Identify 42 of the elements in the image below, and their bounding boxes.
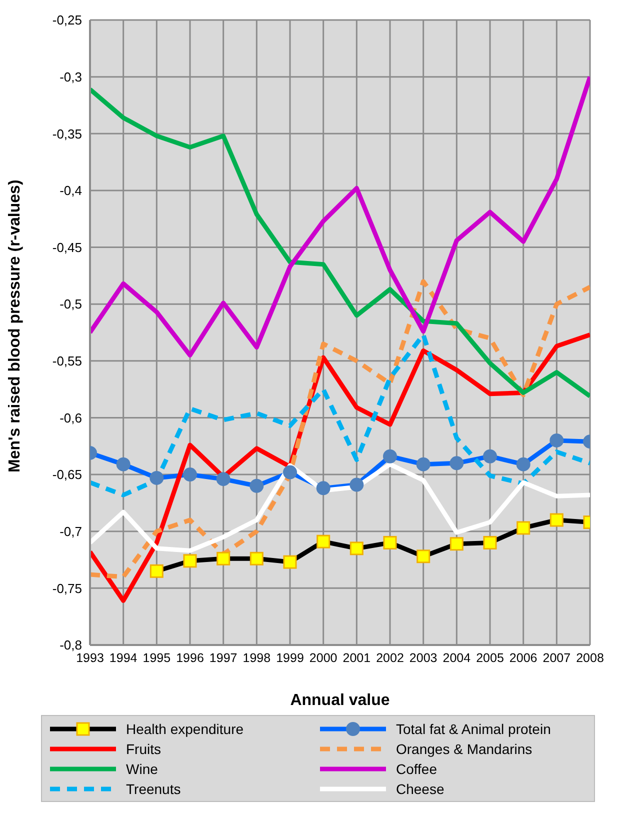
- y-tick-label: -0,8: [60, 638, 82, 653]
- line-series: [90, 279, 590, 580]
- y-tick-label: -0,25: [52, 12, 82, 28]
- x-tick-label: 2007: [542, 650, 571, 665]
- x-tick-label: 1994: [109, 650, 138, 665]
- legend-label: Cheese: [396, 780, 444, 796]
- y-tick-label: -0,4: [60, 183, 82, 198]
- x-tick-label: 2004: [442, 650, 471, 665]
- x-tick-label: 2000: [309, 650, 338, 665]
- y-tick-label: -0,3: [60, 69, 82, 84]
- line-series: [90, 332, 590, 498]
- legend-label: Health expenditure: [126, 720, 244, 736]
- x-tick-label: 2008: [576, 650, 604, 665]
- x-tick-label: 2006: [509, 650, 538, 665]
- line-series: [90, 74, 590, 358]
- legend-label: Coffee: [396, 760, 437, 776]
- x-tick-label: 1999: [276, 650, 304, 665]
- x-tick-label: 1998: [242, 650, 271, 665]
- x-tick-label: 2003: [409, 650, 438, 665]
- y-tick-label: -0,45: [52, 240, 82, 255]
- legend-label: Wine: [126, 760, 158, 776]
- x-tick-label: 2005: [476, 650, 504, 665]
- x-tick-label: 1995: [142, 650, 171, 665]
- legend-label: Treenuts: [126, 780, 181, 796]
- line-series: [90, 87, 590, 398]
- x-tick-label: 1996: [176, 650, 204, 665]
- y-tick-label: -0,75: [52, 580, 82, 596]
- y-tick-label: -0,7: [60, 524, 82, 539]
- x-tick-label: 2001: [342, 650, 371, 665]
- x-tick-label: 1997: [209, 650, 238, 665]
- x-axis-title: Annual value: [290, 692, 390, 709]
- legend-label: Fruits: [126, 740, 161, 756]
- y-tick-label: -0,35: [52, 126, 82, 142]
- legend-label: Total fat & Animal protein: [396, 720, 551, 736]
- x-tick-label: 1993: [76, 650, 104, 665]
- y-tick-label: -0,6: [60, 410, 82, 426]
- y-tick-label: -0,55: [52, 354, 82, 369]
- x-tick-label: 2002: [376, 650, 404, 665]
- legend-label: Oranges & Mandarins: [396, 740, 532, 756]
- y-tick-label: -0,5: [60, 296, 82, 312]
- y-axis-title: Men's raised blood pressure (r-values): [6, 180, 24, 472]
- y-tick-label: -0,65: [52, 467, 82, 482]
